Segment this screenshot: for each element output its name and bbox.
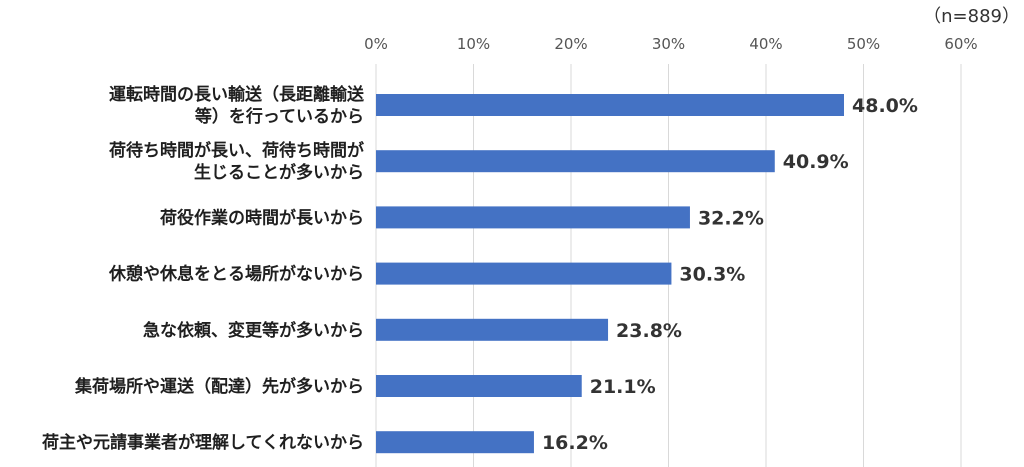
category-label-1: 荷待ち時間が長い、荷待ち時間が生じることが多いから [109,140,364,183]
category-label-line: 生じることが多いから [194,162,364,183]
category-label-0: 運転時間の長い輸送（長距離輸送等）を行っているから [109,84,365,127]
category-label-line: 荷待ち時間が長い、荷待ち時間が [109,140,364,161]
x-tick-label-4: 40% [749,35,782,53]
x-tick-label-1: 10% [457,35,490,53]
category-label-5: 集荷場所や運送（配達）先が多いから [74,376,364,397]
category-label-line: 等）を行っているから [195,106,364,127]
bar-1 [376,150,775,173]
category-label-line: 休憩や休息をとる場所がないから [108,264,364,285]
category-label-line: 荷役作業の時間が長いから [160,207,364,228]
value-label-0: 48.0% [852,95,918,117]
category-label-3: 休憩や休息をとる場所がないから [108,264,364,285]
bars [376,94,844,454]
bar-6 [376,431,534,454]
value-label-2: 32.2% [698,207,764,229]
sample-size-label: （n=889） [923,6,1020,27]
x-tick-label-6: 60% [944,35,977,53]
category-label-4: 急な依頼、変更等が多いから [143,320,364,341]
x-axis-ticks: 0% 10% 20% 30% 40% 50% 60% [364,35,978,53]
category-label-line: 運転時間の長い輸送（長距離輸送 [109,84,365,105]
category-label-line: 集荷場所や運送（配達）先が多いから [74,376,364,397]
value-label-6: 16.2% [542,432,608,454]
category-label-line: 急な依頼、変更等が多いから [143,320,364,341]
category-label-2: 荷役作業の時間が長いから [160,207,364,228]
bar-2 [376,206,690,229]
bar-4 [376,318,609,341]
bar-5 [376,375,582,397]
bar-0 [376,94,844,116]
value-label-1: 40.9% [783,151,849,173]
category-label-line: 荷主や元請事業者が理解してくれないから [42,432,364,453]
value-labels: 48.0% 40.9% 32.2% 30.3% 23.8% 21.1% 16.2% [542,95,918,454]
category-label-6: 荷主や元請事業者が理解してくれないから [42,432,364,453]
value-label-3: 30.3% [679,264,745,286]
value-label-5: 21.1% [590,376,656,398]
bar-3 [376,262,672,285]
x-tick-label-5: 50% [847,35,880,53]
x-tick-label-0: 0% [364,35,388,53]
x-tick-label-2: 20% [554,35,587,53]
value-label-4: 23.8% [616,320,682,342]
x-tick-label-3: 30% [652,35,685,53]
category-labels: 運転時間の長い輸送（長距離輸送等）を行っているから荷待ち時間が長い、荷待ち時間が… [42,84,365,453]
